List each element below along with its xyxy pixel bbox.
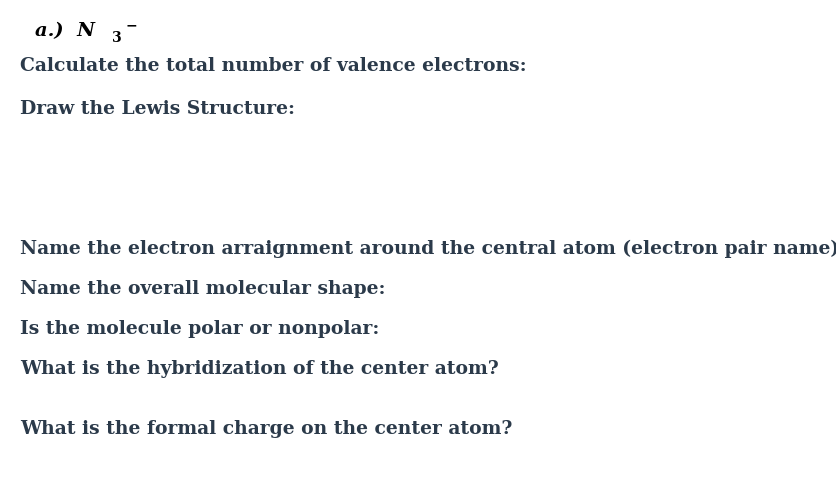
Text: What is the hybridization of the center atom?: What is the hybridization of the center …	[20, 360, 499, 378]
Text: Is the molecule polar or nonpolar:: Is the molecule polar or nonpolar:	[20, 320, 380, 338]
Text: 3: 3	[112, 31, 122, 45]
Text: Calculate the total number of valence electrons:: Calculate the total number of valence el…	[20, 57, 527, 75]
Text: Draw the Lewis Structure:: Draw the Lewis Structure:	[20, 100, 295, 118]
Text: −: −	[126, 18, 138, 32]
Text: Name the overall molecular shape:: Name the overall molecular shape:	[20, 280, 385, 298]
Text: a.)  N: a.) N	[35, 22, 95, 40]
Text: What is the formal charge on the center atom?: What is the formal charge on the center …	[20, 420, 512, 438]
Text: Name the electron arraignment around the central atom (electron pair name):: Name the electron arraignment around the…	[20, 240, 836, 258]
